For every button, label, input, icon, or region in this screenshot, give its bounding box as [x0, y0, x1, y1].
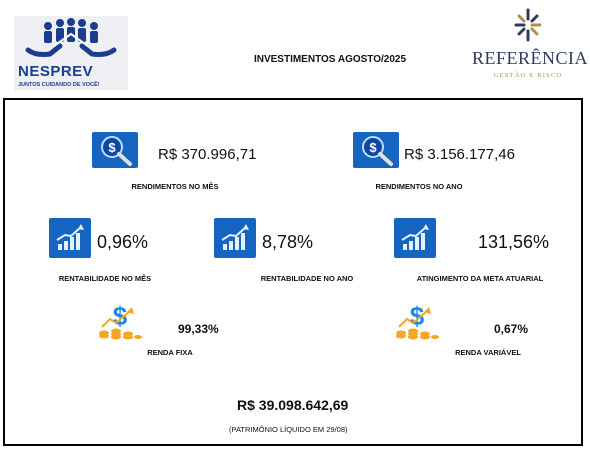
rentabilidade-mes-value: 0,96% [97, 232, 149, 252]
rendimentos-mes-label: RENDIMENTOS NO MÊS [131, 182, 219, 191]
nesprev-brand-text: NESPREV [18, 63, 94, 80]
growth-chart-icon [49, 218, 91, 258]
rentabilidade-ano-label: RENTABILIDADE NO ANO [260, 274, 354, 283]
referencia-logo: REFERÊNCIA GESTÃO E RISCO [472, 8, 589, 88]
nesprev-slogan: JUNTOS CUIDANDO DE VOCÊ! [18, 82, 100, 88]
renda-fixa-value: 99,33% [178, 322, 219, 336]
rendimentos-ano-label: RENDIMENTOS NO ANO [375, 182, 463, 191]
page-title: INVESTIMENTOS AGOSTO/2025 [253, 54, 407, 65]
meta-atuarial-label: ATINGIMENTO DA META ATUARIAL [416, 274, 544, 283]
renda-variavel-value: 0,67% [494, 322, 529, 336]
dollar-coins-icon: $ [96, 301, 144, 341]
growth-chart-icon [394, 218, 436, 258]
meta-atuarial-value: 131,56% [478, 232, 550, 252]
money-search-icon: $ [353, 132, 399, 168]
referencia-star-icon [514, 8, 542, 42]
money-search-icon: $ [92, 132, 138, 168]
referencia-subtitle: GESTÃO E RISCO [493, 72, 563, 79]
dashboard-frame [3, 98, 583, 446]
referencia-name: REFERÊNCIA [472, 48, 589, 68]
nesprev-logo: NESPREV JUNTOS CUIDANDO DE VOCÊ! [14, 16, 128, 90]
patrimonio-caption: (PATRIMÔNIO LÍQUIDO EM 29/08) [229, 425, 348, 434]
patrimonio-value: R$ 39.098.642,69 [237, 397, 349, 413]
growth-chart-icon [214, 218, 256, 258]
rendimentos-mes-value: R$ 370.996,71 [158, 146, 257, 163]
rendimentos-ano-value: R$ 3.156.177,46 [404, 146, 515, 163]
renda-variavel-label: RENDA VARIÁVEL [455, 348, 521, 357]
renda-fixa-label: RENDA FIXA [147, 348, 193, 357]
svg-text:$: $ [369, 140, 377, 155]
svg-text:$: $ [108, 140, 116, 155]
svg-text:$: $ [410, 303, 425, 331]
dollar-coins-icon: $ [393, 301, 441, 341]
svg-text:$: $ [113, 303, 128, 331]
rentabilidade-mes-label: RENTABILIDADE NO MÊS [58, 274, 152, 283]
rentabilidade-ano-value: 8,78% [262, 232, 314, 252]
nesprev-people-emblem [25, 18, 117, 57]
